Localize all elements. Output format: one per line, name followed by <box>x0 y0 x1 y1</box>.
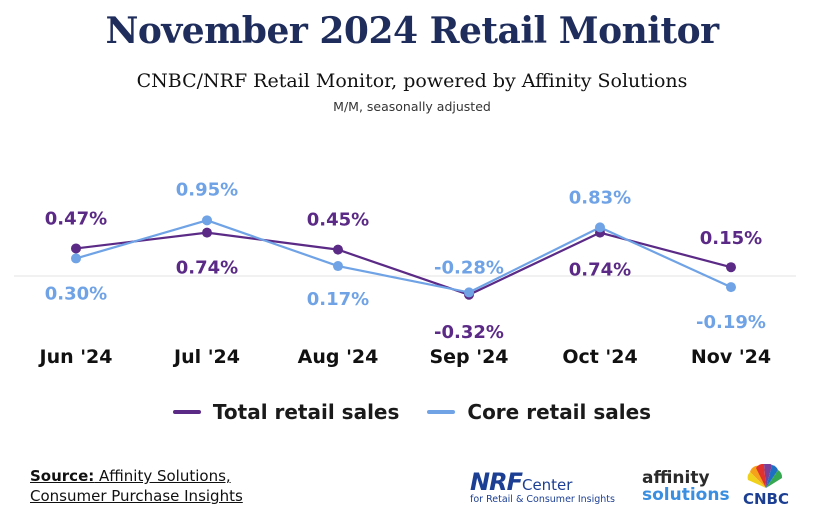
legend-label-core: Core retail sales <box>467 400 652 424</box>
affinity-logo: affinity solutions <box>642 470 730 504</box>
data-point-s0-5 <box>726 262 736 273</box>
data-label-s0-5: 0.15% <box>700 228 762 249</box>
nrf-logo-sub: for Retail & Consumer Insights <box>470 494 615 505</box>
source-text-1: Affinity Solutions, <box>94 467 231 485</box>
x-tick-label-4: Oct '24 <box>562 346 637 368</box>
partner-logos: NRFCenter for Retail & Consumer Insights… <box>470 460 810 510</box>
data-point-s0-2 <box>333 244 343 255</box>
data-point-s1-5 <box>726 282 736 293</box>
x-tick-label-0: Jun '24 <box>38 346 113 368</box>
peacock-icon <box>747 463 783 488</box>
chart-legend: Total retail sales Core retail sales <box>0 400 824 424</box>
x-tick-label-5: Nov '24 <box>691 346 771 368</box>
x-tick-label-3: Sep '24 <box>429 346 508 368</box>
affinity-logo-line2: solutions <box>642 485 730 505</box>
data-label-s1-5: -0.19% <box>696 312 766 333</box>
legend-item-core: Core retail sales <box>427 400 651 424</box>
data-point-s0-0 <box>71 243 81 254</box>
source-line-2: Consumer Purchase Insights <box>30 487 243 505</box>
data-point-s1-3 <box>464 287 474 298</box>
x-tick-label-2: Aug '24 <box>298 346 379 368</box>
source-line-1: Source: Affinity Solutions, <box>30 466 243 486</box>
data-label-s0-0: 0.47% <box>45 208 107 229</box>
data-label-s1-2: 0.17% <box>307 289 369 310</box>
nrf-logo-center: Center <box>521 476 573 494</box>
data-label-s0-2: 0.45% <box>307 210 369 231</box>
source-note: Source: Affinity Solutions, Consumer Pur… <box>30 466 243 506</box>
source-label: Source: <box>30 467 95 485</box>
nrf-logo-mark: NRF <box>470 468 523 496</box>
chart-subtitle: CNBC/NRF Retail Monitor, powered by Affi… <box>136 70 688 92</box>
legend-label-total: Total retail sales <box>212 400 400 424</box>
legend-swatch-core <box>427 410 456 414</box>
data-point-s0-1 <box>202 227 212 238</box>
data-point-s1-0 <box>71 253 81 264</box>
legend-item-total: Total retail sales <box>172 400 400 424</box>
nrf-logo: NRFCenter for Retail & Consumer Insights <box>470 468 615 505</box>
series-line-1 <box>75 219 732 294</box>
cnbc-logo-text: CNBC <box>742 490 789 508</box>
data-label-s0-4: 0.74% <box>569 260 631 281</box>
data-point-s1-1 <box>202 215 212 226</box>
chart-note: M/M, seasonally adjusted <box>333 99 491 114</box>
legend-swatch-total <box>172 410 201 414</box>
cnbc-logo: CNBC <box>738 463 794 508</box>
data-label-s0-3: -0.32% <box>434 322 504 343</box>
data-label-s0-1: 0.74% <box>176 258 238 279</box>
data-label-s1-3: -0.28% <box>434 257 504 278</box>
x-tick-label-1: Jul '24 <box>172 346 240 368</box>
data-label-s1-4: 0.83% <box>569 187 631 208</box>
affinity-logo-line1: affinity <box>642 468 710 488</box>
data-label-s1-1: 0.95% <box>176 179 238 200</box>
data-point-s1-4 <box>595 222 605 233</box>
data-label-s1-0: 0.30% <box>45 283 107 304</box>
data-point-s1-2 <box>333 261 343 272</box>
chart-title: November 2024 Retail Monitor <box>105 10 719 52</box>
line-chart: 0.47% 0.74% 0.45% -0.32% 0.74% 0.15% 0.30% 0.95… <box>14 179 796 368</box>
